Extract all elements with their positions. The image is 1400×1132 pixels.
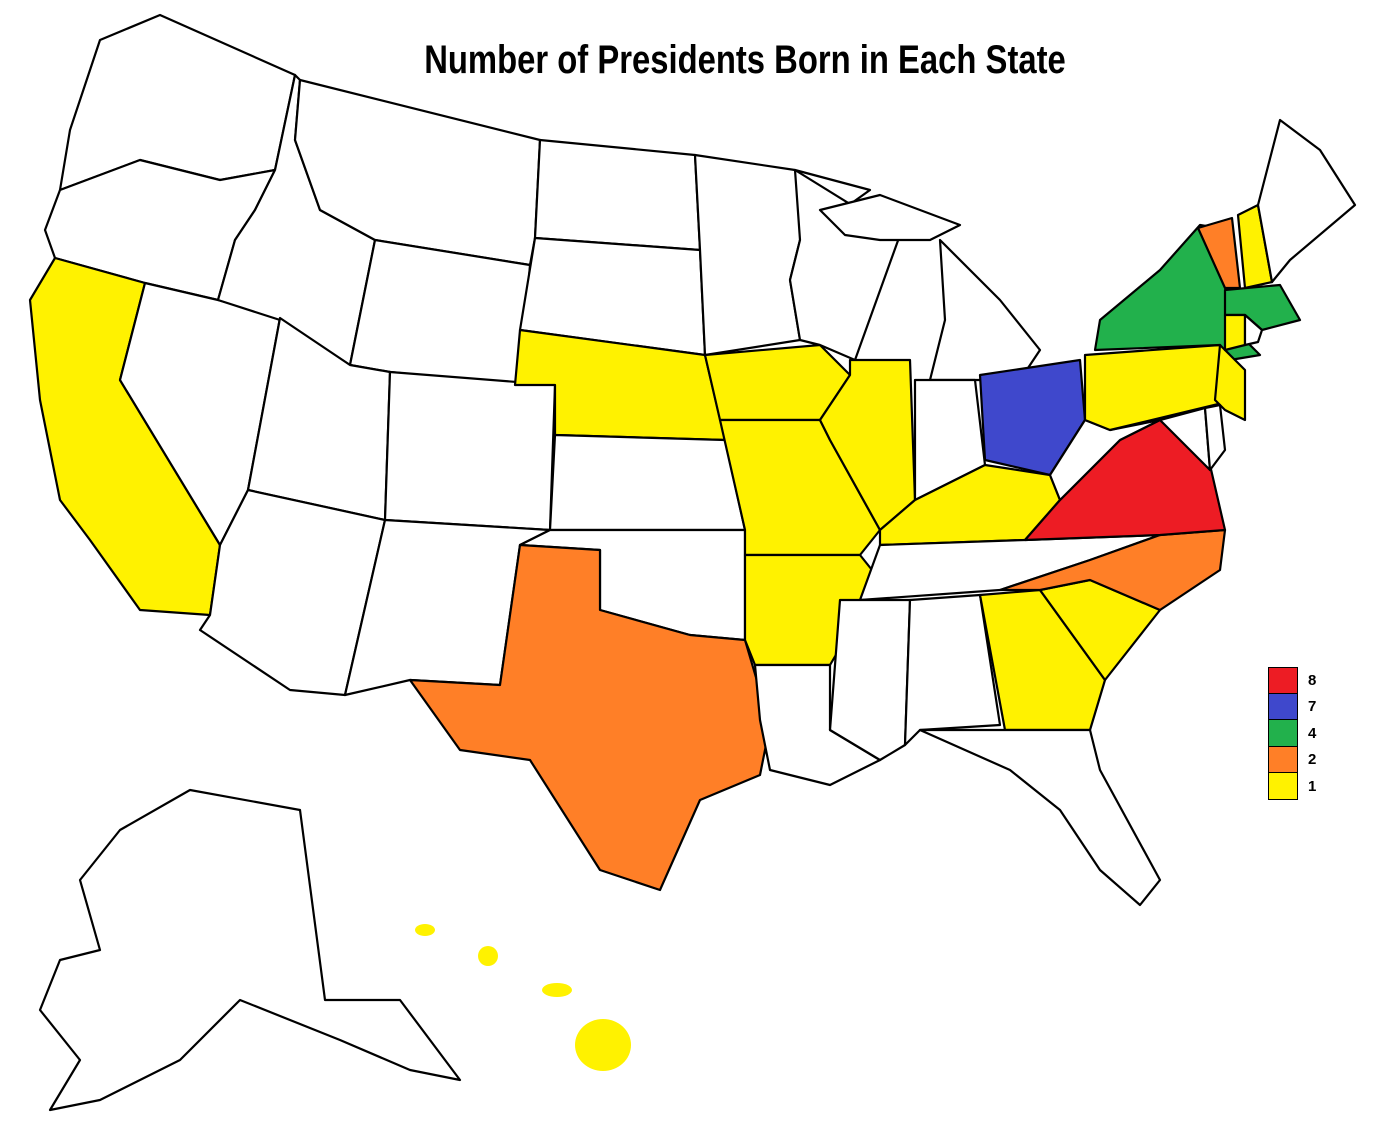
- state-wa: [58, 13, 297, 192]
- map-title: Number of Presidents Born in Each State: [424, 38, 1066, 82]
- state-wi: [788, 168, 902, 362]
- state-nc: [998, 528, 1227, 612]
- state-ks: [548, 433, 747, 532]
- legend-swatch: [1268, 667, 1298, 694]
- legend-label: 2: [1308, 751, 1317, 769]
- state-ms: [828, 598, 912, 762]
- state-co: [383, 370, 557, 532]
- legend-label: 4: [1308, 724, 1317, 742]
- state-ak: [38, 788, 462, 1112]
- state-me: [1256, 118, 1357, 284]
- state-wy: [348, 238, 532, 387]
- legend: 8 7 4 2 1: [1268, 667, 1316, 800]
- legend-swatch: [1268, 693, 1298, 720]
- legend-swatch: [1268, 746, 1298, 773]
- state-al: [903, 593, 1002, 747]
- legend-label: 1: [1308, 777, 1317, 795]
- legend-item: 2: [1268, 746, 1317, 773]
- state-nd: [533, 138, 702, 252]
- state-nj: [1213, 343, 1247, 422]
- legend-swatch: [1268, 773, 1298, 800]
- state-ri: [1243, 313, 1264, 347]
- legend-item: 1: [1268, 773, 1316, 800]
- legend-item: 8: [1268, 667, 1316, 694]
- state-ct: [1223, 313, 1247, 352]
- legend-item: 7: [1268, 693, 1317, 720]
- state-la: [753, 663, 882, 787]
- legend-label: 7: [1308, 698, 1317, 716]
- state-hi: [415, 924, 631, 1071]
- state-il: [818, 358, 917, 532]
- state-mi-upper: [818, 193, 962, 242]
- legend-swatch: [1268, 720, 1298, 747]
- state-fl: [918, 728, 1162, 907]
- state-de: [1203, 403, 1227, 472]
- legend-item: 4: [1268, 720, 1316, 747]
- legend-label: 8: [1308, 671, 1317, 689]
- state-tx: [408, 543, 772, 892]
- state-mi: [928, 238, 1042, 382]
